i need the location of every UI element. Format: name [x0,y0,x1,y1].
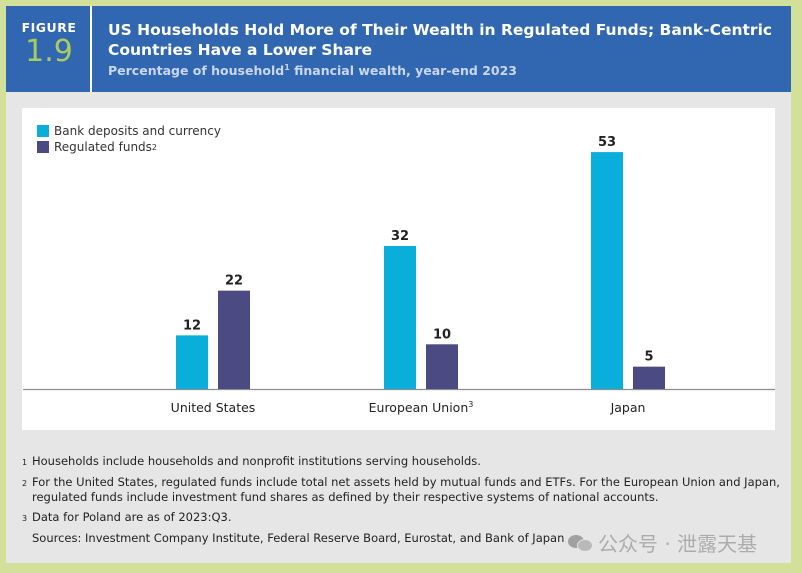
bar-funds-united-states [218,290,250,389]
data-label: 12 [183,318,201,333]
footnote-text: Households include households and nonpro… [32,454,481,468]
category-label: United States [171,400,256,415]
legend-footnote-mark: 2 [151,142,158,152]
subtitle-text-end: financial wealth, year-end 2023 [289,63,517,78]
footnote-2: 2 For the United States, regulated funds… [22,475,782,505]
legend-item-funds: Regulated funds 2 [37,139,221,155]
bar-funds-japan [633,366,665,389]
bar-bank-united-states [176,335,208,389]
data-label: 32 [391,229,409,244]
figure-header: FIGURE 1.9 US Households Hold More of Th… [6,6,791,92]
subtitle-footnote-mark: 1 [284,63,290,72]
legend: Bank deposits and currency Regulated fun… [37,123,221,155]
legend-swatch-funds [37,141,49,153]
subtitle-text: Percentage of household [108,63,285,78]
watermark-text: 公众号 · 泄露天基 [598,532,758,556]
data-label: 10 [433,327,451,342]
chart-subtitle: Percentage of household1 financial wealt… [108,63,517,78]
legend-label-bank: Bank deposits and currency [54,124,221,138]
sources-note: Sources: Investment Company Institute, F… [32,531,565,545]
wechat-icon [568,533,593,553]
legend-swatch-bank [37,125,49,137]
footnote-text: For the United States, regulated funds i… [32,475,780,504]
footnote-mark: 2 [22,479,28,488]
figure-number-box: FIGURE 1.9 [6,6,92,92]
data-label: 5 [644,350,653,365]
figure-number: 1.9 [25,34,73,69]
footnote-1: 1 Households include households and nonp… [22,454,782,470]
bar-bank-european-union [384,245,416,389]
footnote-mark: 1 [22,458,28,467]
data-label: 53 [598,135,616,150]
bar-bank-japan [591,152,623,389]
category-label: European Union3 [369,400,474,415]
footnote-3: 3 Data for Poland are as of 2023:Q3. [22,510,782,526]
legend-label-funds: Regulated funds [54,140,152,154]
bar-funds-european-union [426,344,458,389]
footnotes: 1 Households include households and nonp… [22,454,782,546]
legend-item-bank: Bank deposits and currency [37,123,221,139]
data-label: 22 [225,274,243,289]
footnote-text: Data for Poland are as of 2023:Q3. [32,510,232,524]
chart-area: 12 22 United States 32 10 European Union3 53 5 J… [22,108,775,430]
bar-chart: 12 22 United States 32 10 European Union3 53 5 J… [23,135,775,415]
category-label: Japan [610,400,646,415]
figure-label: FIGURE [21,20,77,35]
chart-title: US Households Hold More of Their Wealth … [108,21,773,59]
footnote-mark: 3 [22,514,28,523]
watermark: 公众号 · 泄露天基 [568,528,757,557]
